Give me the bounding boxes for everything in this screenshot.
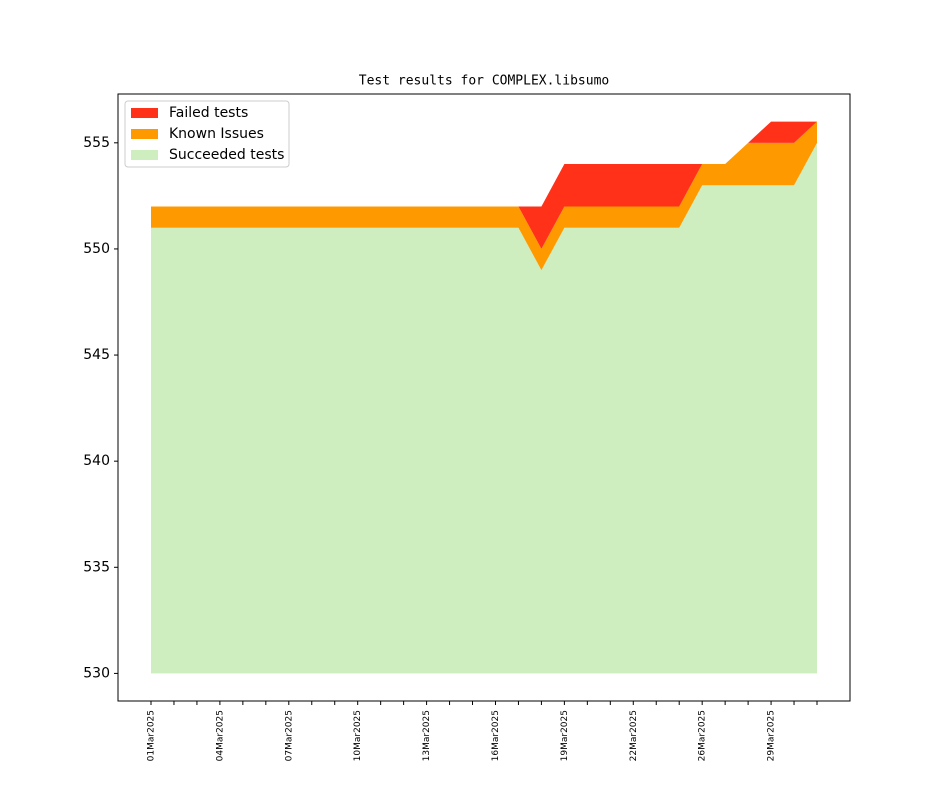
y-tick-label: 545 (83, 347, 110, 363)
x-tick-label: 22Mar2025 (629, 710, 639, 761)
legend-box (124, 100, 290, 168)
x-tick-label: 04Mar2025 (215, 710, 225, 761)
x-tick-label: 16Mar2025 (491, 710, 501, 761)
legend-label: Succeeded tests (169, 147, 284, 163)
x-tick-label: 19Mar2025 (560, 710, 570, 761)
x-tick-label: 01Mar2025 (147, 710, 157, 761)
legend-swatch (131, 129, 158, 139)
y-tick-label: 535 (83, 559, 110, 575)
legend: Failed tests Known Issues Succeeded tests (124, 100, 290, 168)
legend-swatch (131, 150, 158, 160)
x-tick-label: 29Mar2025 (767, 710, 777, 761)
y-tick-label: 550 (83, 241, 110, 257)
x-tick-label: 26Mar2025 (698, 710, 708, 761)
y-tick-label: 540 (83, 453, 110, 469)
area (151, 121, 817, 249)
y-tick-label: 555 (83, 135, 110, 151)
y-tick-label: 530 (83, 665, 110, 681)
x-tick-label: 10Mar2025 (353, 710, 363, 761)
legend-label: Known Issues (169, 126, 264, 142)
x-tick-label: 13Mar2025 (422, 710, 432, 761)
plot-frame (117, 93, 851, 702)
legend-swatch (131, 108, 158, 118)
x-tick-label: 07Mar2025 (284, 710, 294, 761)
area (151, 142, 817, 674)
legend-label: Failed tests (169, 105, 248, 121)
chart-title: Test results for COMPLEX.libsumo (359, 74, 609, 89)
